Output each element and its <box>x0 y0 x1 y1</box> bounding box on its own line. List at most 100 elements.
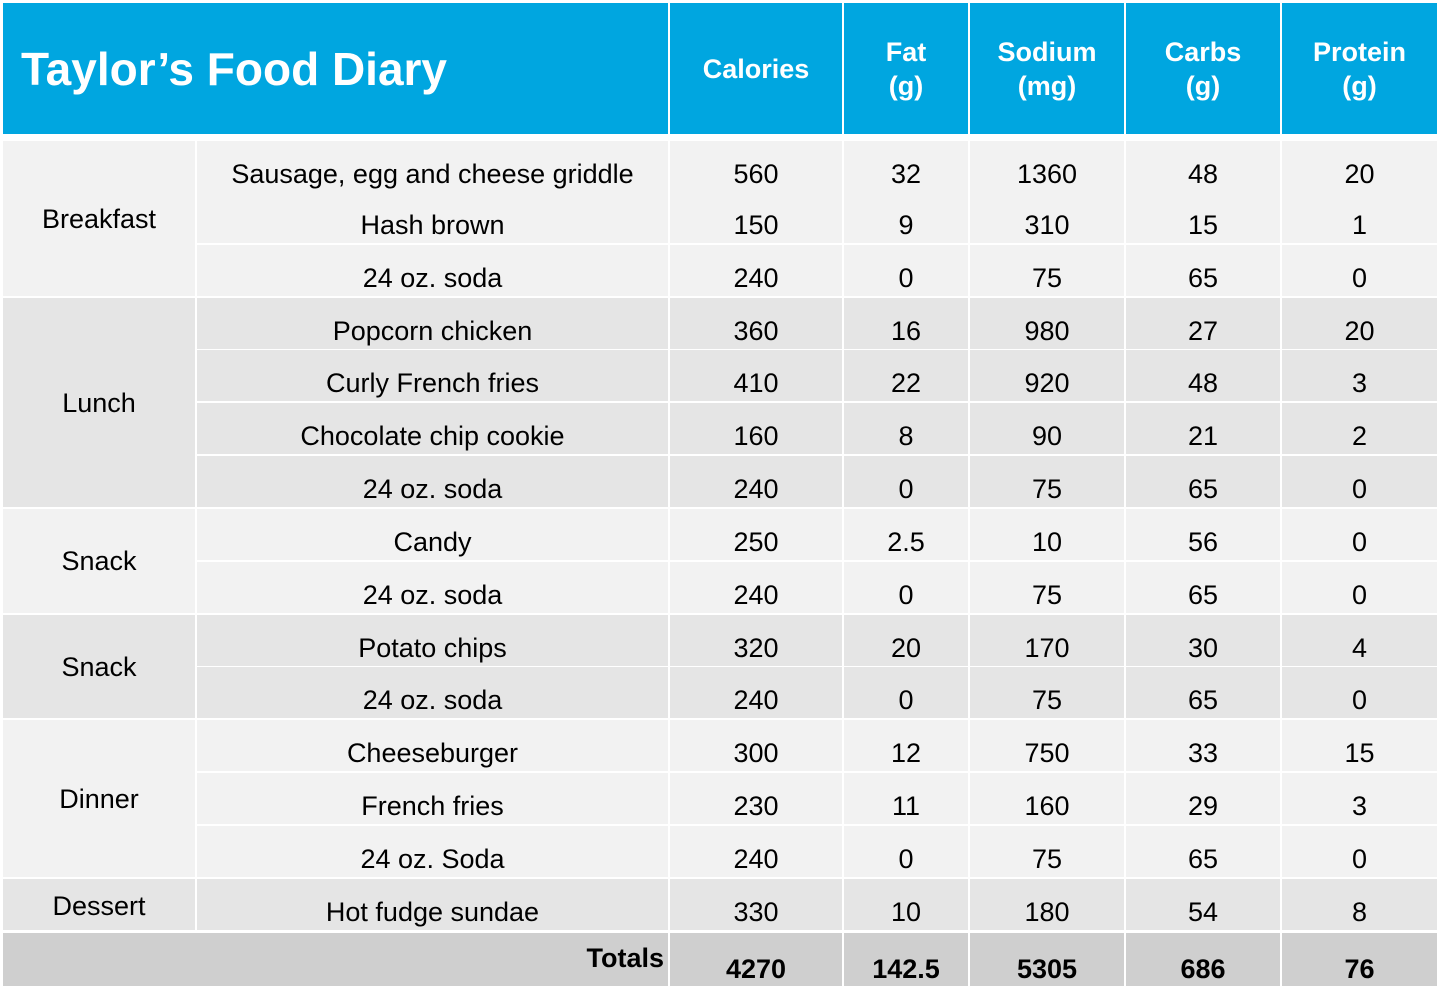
food-item-text: 24 oz. soda <box>362 580 503 610</box>
nutrient-value: 0 <box>844 562 968 613</box>
nutrient-value: 240 <box>670 245 842 296</box>
food-item-text: Potato chips <box>358 633 507 663</box>
nutrient-value: 9 <box>844 192 968 243</box>
nutrient-value-text: 75 <box>1031 685 1063 715</box>
nutrient-value: 920 <box>970 350 1124 401</box>
nutrient-value: 4 <box>1282 615 1437 666</box>
column-header-label: Sodium (mg) <box>998 35 1097 103</box>
nutrient-value-text: 2 <box>1351 421 1368 451</box>
column-header: Calories <box>670 3 842 134</box>
nutrient-value-text: 3 <box>1351 368 1368 398</box>
total-value: 76 <box>1282 933 1437 986</box>
food-item: Candy <box>197 509 668 560</box>
nutrient-value-text: 0 <box>898 685 914 715</box>
nutrient-value: 170 <box>970 615 1124 666</box>
nutrient-value: 30 <box>1126 615 1280 666</box>
nutrient-value: 15 <box>1126 192 1280 243</box>
nutrient-value: 33 <box>1126 720 1280 771</box>
total-value: 4270 <box>670 933 842 986</box>
nutrient-value-text: 750 <box>1024 738 1070 768</box>
nutrient-value: 330 <box>670 879 842 930</box>
nutrient-value: 75 <box>970 826 1124 877</box>
total-value: 686 <box>1126 933 1280 986</box>
nutrient-value: 0 <box>1282 562 1437 613</box>
nutrient-value: 32 <box>844 141 968 192</box>
nutrient-value: 560 <box>670 141 842 192</box>
food-item-text: 24 oz. soda <box>362 474 503 504</box>
column-header: Sodium (mg) <box>970 3 1124 134</box>
nutrient-value-text: 3 <box>1351 791 1368 821</box>
nutrient-value-text: 75 <box>1031 474 1063 504</box>
nutrient-value: 16 <box>844 298 968 349</box>
nutrient-value-text: 9 <box>898 210 914 240</box>
nutrient-value-text: 980 <box>1024 316 1070 346</box>
nutrient-value-text: 0 <box>1351 474 1368 504</box>
nutrient-value-text: 32 <box>890 159 922 189</box>
nutrient-value-text: 0 <box>1351 580 1368 610</box>
nutrient-value: 0 <box>1282 456 1437 507</box>
nutrient-value-text: 10 <box>1031 527 1063 557</box>
nutrient-value-text: 20 <box>1344 159 1375 189</box>
nutrient-value-text: 160 <box>733 421 779 451</box>
nutrient-value-text: 75 <box>1031 580 1063 610</box>
nutrient-value: 1 <box>1282 192 1437 243</box>
nutrient-value: 0 <box>844 456 968 507</box>
column-header-line1: Calories <box>702 53 810 84</box>
total-value-text: 5305 <box>1016 954 1078 984</box>
food-item: 24 oz. soda <box>197 456 668 507</box>
nutrient-value: 20 <box>844 615 968 666</box>
column-header-line1: Carbs <box>1164 36 1242 67</box>
nutrient-value-text: 20 <box>890 633 922 663</box>
total-value: 142.5 <box>844 933 968 986</box>
nutrient-value-text: 240 <box>733 263 779 293</box>
nutrient-value: 65 <box>1126 245 1280 296</box>
nutrient-value: 75 <box>970 245 1124 296</box>
column-header-label: Calories <box>703 52 810 86</box>
food-item-text: Hot fudge sundae <box>325 897 540 927</box>
column-header-line2: (mg) <box>1017 70 1077 101</box>
nutrient-value-text: 65 <box>1187 263 1219 293</box>
nutrient-value-text: 90 <box>1031 421 1063 451</box>
nutrient-value-text: 16 <box>890 316 922 346</box>
food-item-text: Candy <box>393 527 472 557</box>
nutrient-value: 10 <box>970 509 1124 560</box>
nutrient-value: 360 <box>670 298 842 349</box>
nutrient-value-text: 180 <box>1024 897 1070 927</box>
meal-label-text: Snack <box>61 651 137 682</box>
nutrient-value-text: 27 <box>1187 316 1219 346</box>
nutrient-value-text: 0 <box>898 474 914 504</box>
nutrient-value: 240 <box>670 826 842 877</box>
food-item: Popcorn chicken <box>197 298 668 349</box>
food-item: 24 oz. Soda <box>197 826 668 877</box>
nutrient-value-text: 21 <box>1187 421 1219 451</box>
nutrient-value: 11 <box>844 773 968 824</box>
food-item-text: Chocolate chip cookie <box>300 421 565 451</box>
nutrient-value-text: 4 <box>1351 633 1368 663</box>
nutrient-value-text: 300 <box>733 738 779 768</box>
column-header-line1: Fat <box>885 36 927 67</box>
meal-label-text: Dinner <box>59 783 139 814</box>
nutrient-value: 0 <box>844 245 968 296</box>
nutrient-value-text: 30 <box>1187 633 1219 663</box>
nutrient-value-text: 0 <box>1351 685 1368 715</box>
nutrient-value-text: 8 <box>1351 897 1368 927</box>
nutrient-value-text: 160 <box>1024 791 1070 821</box>
total-value-text: 4270 <box>725 954 787 984</box>
total-value-text: 142.5 <box>872 954 940 984</box>
nutrient-value-text: 1 <box>1351 210 1368 240</box>
nutrient-value: 65 <box>1126 562 1280 613</box>
nutrient-value: 750 <box>970 720 1124 771</box>
meal-label: Lunch <box>3 298 195 507</box>
food-item-text: Curly French fries <box>325 368 540 398</box>
nutrient-value: 48 <box>1126 141 1280 192</box>
nutrient-value: 20 <box>1282 298 1437 349</box>
column-header: Fat (g) <box>844 3 968 134</box>
food-item-text: Hash brown <box>360 210 505 240</box>
nutrient-value: 0 <box>1282 509 1437 560</box>
nutrient-value: 75 <box>970 562 1124 613</box>
nutrient-value-text: 240 <box>733 685 779 715</box>
nutrient-value-text: 0 <box>898 263 914 293</box>
nutrient-value: 2 <box>1282 403 1437 454</box>
nutrient-value-text: 8 <box>898 421 914 451</box>
nutrient-value-text: 75 <box>1031 263 1063 293</box>
